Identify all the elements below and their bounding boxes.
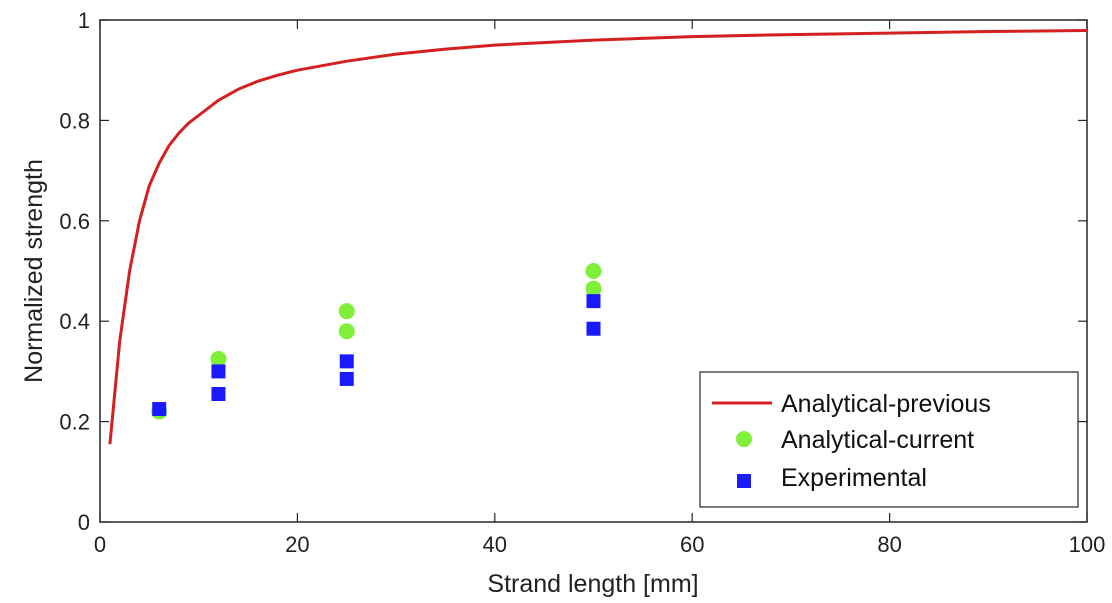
legend-label-analytical-current: Analytical-current [781, 426, 974, 454]
x-tick-label: 100 [1069, 532, 1106, 557]
point-experimental [211, 386, 226, 401]
legend-swatch-experimental [737, 474, 751, 488]
y-tick-label: 0.4 [59, 309, 90, 334]
axis-ticks: 0 20 40 60 80 100 0 0.2 0.4 0.6 0.8 1 [59, 8, 1105, 557]
point-experimental [339, 371, 354, 386]
legend-box [699, 371, 1079, 508]
y-axis-title: Normalized strength [20, 159, 48, 383]
y-tick-label: 0 [78, 510, 90, 535]
x-axis-title: Strand length [mm] [487, 570, 698, 598]
series-line-analytical-previous [108, 29, 1088, 445]
legend: Analytical-previous Analytical-current E… [699, 371, 1079, 508]
point-analytical-current [338, 303, 355, 320]
legend-label-analytical-previous: Analytical-previous [781, 390, 991, 418]
y-tick-label: 1 [78, 8, 90, 33]
y-tick-label: 0.8 [59, 108, 90, 133]
point-analytical-current [585, 280, 602, 297]
x-tick-label: 40 [483, 532, 507, 557]
legend-swatch-analytical-current [736, 431, 752, 447]
point-analytical-current [338, 323, 355, 340]
point-experimental [211, 364, 226, 379]
point-experimental [339, 354, 354, 369]
x-tick-label: 60 [680, 532, 704, 557]
series-layer [108, 29, 1088, 445]
y-tick-label: 0.6 [59, 209, 90, 234]
x-tick-label: 0 [94, 532, 106, 557]
x-tick-label: 80 [877, 532, 901, 557]
point-experimental [586, 321, 601, 336]
point-analytical-current [585, 263, 602, 279]
point-experimental [152, 402, 167, 417]
x-tick-label: 20 [285, 532, 309, 557]
legend-label-experimental: Experimental [781, 464, 927, 492]
point-analytical-current [210, 350, 227, 367]
point-experimental [586, 294, 601, 309]
y-tick-label: 0.2 [59, 410, 90, 435]
